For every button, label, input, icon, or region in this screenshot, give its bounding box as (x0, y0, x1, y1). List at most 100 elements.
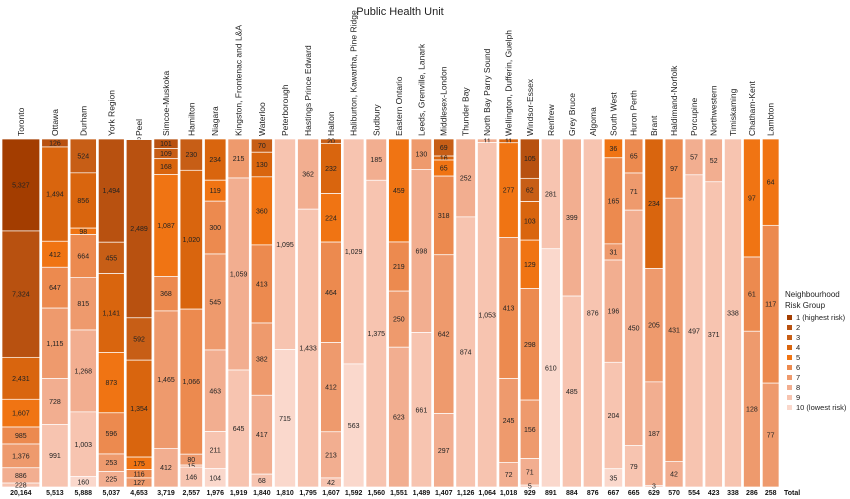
segment-group-9 (455, 216, 476, 488)
unit-header: Niagara (210, 106, 220, 136)
segment-group-1 (1, 138, 41, 232)
segment-label: 876 (587, 311, 599, 318)
unit-total: 338 (727, 490, 739, 497)
segment-label: 77 (767, 433, 775, 440)
segment-label: 873 (105, 380, 117, 387)
segment-label: 1,003 (74, 442, 92, 449)
column-30: Northwestern 52 371 423 (704, 85, 723, 497)
segment-label: 117 (765, 302, 776, 309)
segment-label: 252 (460, 175, 472, 182)
unit-total: 570 (668, 490, 680, 497)
unit-total: 876 (587, 490, 599, 497)
column-33: Lambton 64 117 77 258 (761, 103, 780, 497)
unit-header: Chatham-Kent (747, 81, 757, 136)
segment-label: 1,354 (130, 406, 148, 413)
segment-group-9 (250, 473, 273, 488)
segment-label: 371 (708, 332, 720, 339)
unit-total: 665 (628, 490, 640, 497)
legend-item-6: 6 (787, 363, 800, 372)
unit-total: 5,037 (103, 490, 121, 497)
column-24: Algoma 876 876 (582, 107, 603, 497)
segment-group-5 (1, 398, 41, 428)
segment-label: 215 (233, 156, 245, 163)
segment-label: 101 (160, 141, 172, 148)
column-9: Waterloo 70 130 360 413 382 417 68 1,840 (250, 102, 273, 497)
segment-group-4 (98, 273, 125, 353)
unit-header: Porcupine (689, 97, 699, 136)
segment-label: 1,115 (46, 341, 63, 348)
segment-label: 277 (503, 188, 515, 195)
segment-label: 225 (105, 477, 117, 484)
segment-group-6 (153, 276, 179, 312)
unit-total: 5,888 (74, 490, 92, 497)
segment-label: 71 (630, 189, 638, 196)
unit-header: Northwestern (709, 85, 719, 136)
segment-label: 698 (416, 248, 428, 255)
unit-header: York Region (106, 90, 116, 136)
segment-label: 105 (524, 156, 536, 163)
segment-group-6 (98, 412, 125, 455)
legend-label: 4 (796, 343, 800, 352)
column-26: Huron Perth 65 71 450 79 665 (624, 90, 644, 497)
segment-label: 1,059 (230, 272, 248, 279)
segment-group-8 (69, 329, 97, 413)
legend-swatch (787, 405, 792, 410)
segment-group-9 (624, 445, 644, 488)
segment-label: 563 (348, 423, 360, 430)
segment-label: 2,431 (12, 376, 30, 383)
segment-group-8 (41, 378, 69, 425)
unit-total: 884 (566, 490, 578, 497)
segment-label: 103 (524, 218, 536, 225)
segment-label: 42 (327, 480, 335, 487)
unit-total: 1,607 (322, 490, 340, 497)
unit-header: North Bay Parry Sound (482, 48, 492, 136)
segment-label: 36 (610, 146, 618, 153)
segment-label: 228 (15, 483, 27, 490)
column-19: North Bay Parry Sound 11 1,053 1,064 (477, 48, 498, 497)
segment-label: 57 (690, 154, 698, 161)
segment-group-9 (582, 138, 603, 488)
segment-label: 382 (256, 357, 268, 364)
segment-group-2 (1, 230, 41, 358)
segment-label: 1,066 (183, 379, 201, 386)
unit-header: Leeds, Grenville, Lanark (416, 43, 426, 136)
segment-label: 11 (505, 138, 512, 145)
unit-total: 286 (746, 490, 758, 497)
segment-label: 417 (256, 432, 268, 439)
column-0: Toronto 5,327 7,324 2,431 1,607 985 1,376 886 22… (1, 107, 41, 497)
unit-total: 1,126 (457, 490, 475, 497)
segment-label: 815 (77, 301, 89, 308)
segment-label: 224 (325, 215, 337, 222)
legend-item-9: 9 (787, 393, 800, 402)
column-22: Renfrew 281 610 891 (540, 103, 561, 497)
segment-group-6 (41, 266, 69, 309)
column-11: Hastings Prince Edward 362 1,433 1,795 (297, 45, 319, 497)
segment-group-2 (98, 138, 125, 243)
segment-label: 213 (325, 452, 337, 459)
segment-label: 7,324 (12, 292, 30, 299)
segment-label: 399 (566, 215, 578, 222)
column-25: South West 36 165 31 196 204 35 667 (603, 92, 623, 497)
segment-label: 450 (628, 325, 640, 332)
unit-header: Thunder Bay (461, 87, 471, 136)
legend-label: 1 (highest risk) (796, 313, 846, 322)
legend-swatch (787, 335, 792, 340)
legend-item-4: 4 (787, 343, 800, 352)
unit-total: 1,560 (368, 490, 386, 497)
segment-group-10 (204, 468, 227, 488)
unit-total: 1,810 (276, 490, 294, 497)
segment-label: 232 (325, 166, 337, 173)
segment-label: 127 (133, 480, 145, 487)
column-10: Peterborough 1,095 715 1,810 (274, 84, 296, 497)
unit-total: 2,557 (183, 490, 201, 497)
column-28: Haldimand-Norfolk 97 431 42 570 (664, 65, 684, 497)
segment-group-10 (603, 468, 623, 488)
segment-label: 68 (258, 478, 266, 485)
segment-group-10 (540, 248, 561, 488)
segment-label: 130 (256, 162, 268, 169)
segment-label: 297 (438, 448, 450, 455)
legend-item-10: 10 (lowest risk) (787, 403, 847, 412)
unit-header: Simcoe-Muskoka (161, 71, 171, 136)
segment-label: 196 (608, 309, 620, 316)
